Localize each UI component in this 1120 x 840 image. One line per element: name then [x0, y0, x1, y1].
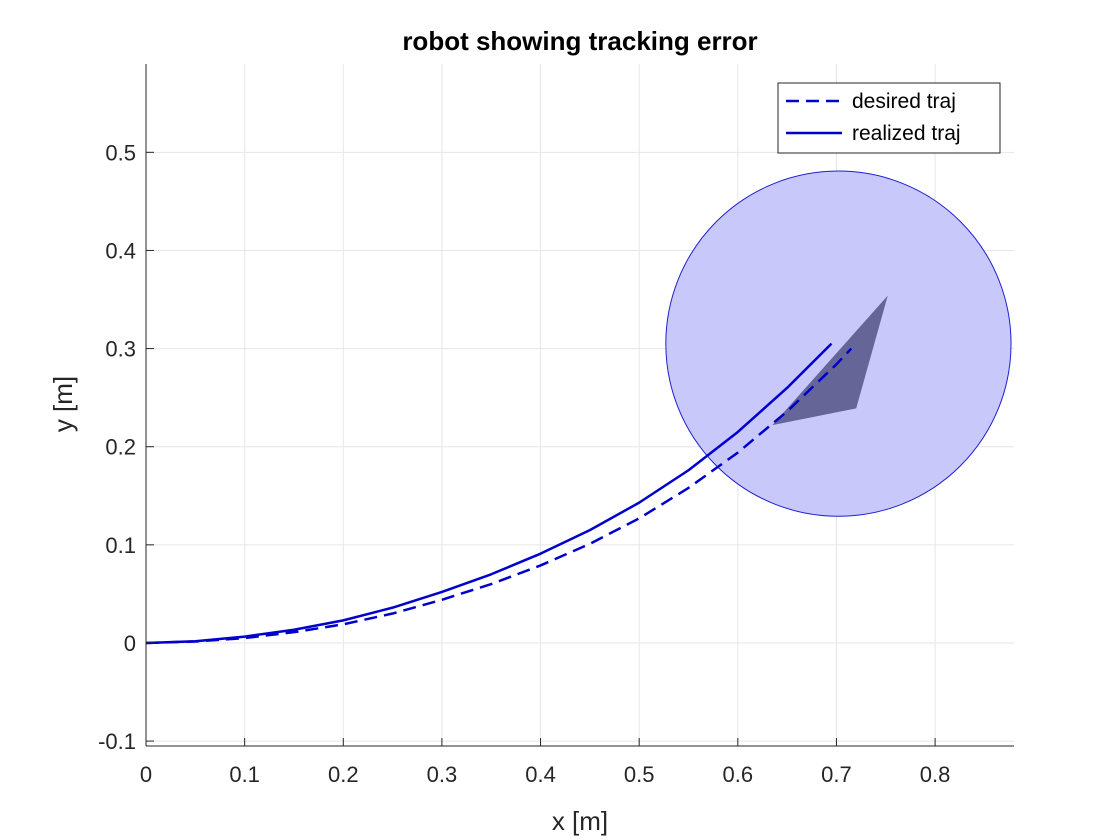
- realized-traj-line: [145, 342, 833, 645]
- y-tick-label: 0: [124, 631, 136, 656]
- legend-label-realized: realized traj: [852, 122, 961, 145]
- y-tick-label: 0.4: [105, 238, 136, 263]
- x-tick-label: 0.3: [427, 762, 458, 787]
- axes: [145, 64, 1014, 747]
- x-tick-label: 0: [140, 762, 152, 787]
- robot-circle: [665, 170, 1012, 517]
- x-tick-label: 0.8: [920, 762, 951, 787]
- desired-traj-line: [145, 347, 853, 645]
- legend-label-desired: desired traj: [852, 90, 956, 113]
- x-tick-label: 0.1: [229, 762, 260, 787]
- ticks: 0 0.1 0.2 0.3 0.4 0.5 0.6 0.7 0.8-0.100.10.20.30…: [98, 140, 950, 787]
- y-tick-label: 0.3: [105, 337, 136, 362]
- x-tick-label: 0.6: [723, 762, 754, 787]
- x-tick-label: 0.2: [328, 762, 359, 787]
- y-tick-label: 0.2: [105, 435, 136, 460]
- robot-marker: [665, 170, 1012, 517]
- x-tick-label: 0.7: [821, 762, 852, 787]
- legend: desired traj realized traj: [777, 82, 1001, 154]
- series-layer: [145, 342, 853, 645]
- chart-title: robot showing tracking error: [402, 26, 757, 56]
- y-tick-label: 0.5: [105, 140, 136, 165]
- x-tick-label: 0.5: [624, 762, 655, 787]
- legend-box: [777, 82, 1001, 154]
- y-axis-label: y [m]: [48, 376, 78, 432]
- x-axis-label: x [m]: [552, 806, 608, 836]
- x-tick-label: 0.4: [525, 762, 556, 787]
- y-tick-label: -0.1: [98, 729, 136, 754]
- y-tick-label: 0.1: [105, 533, 136, 558]
- robot-heading-triangle: [772, 295, 888, 426]
